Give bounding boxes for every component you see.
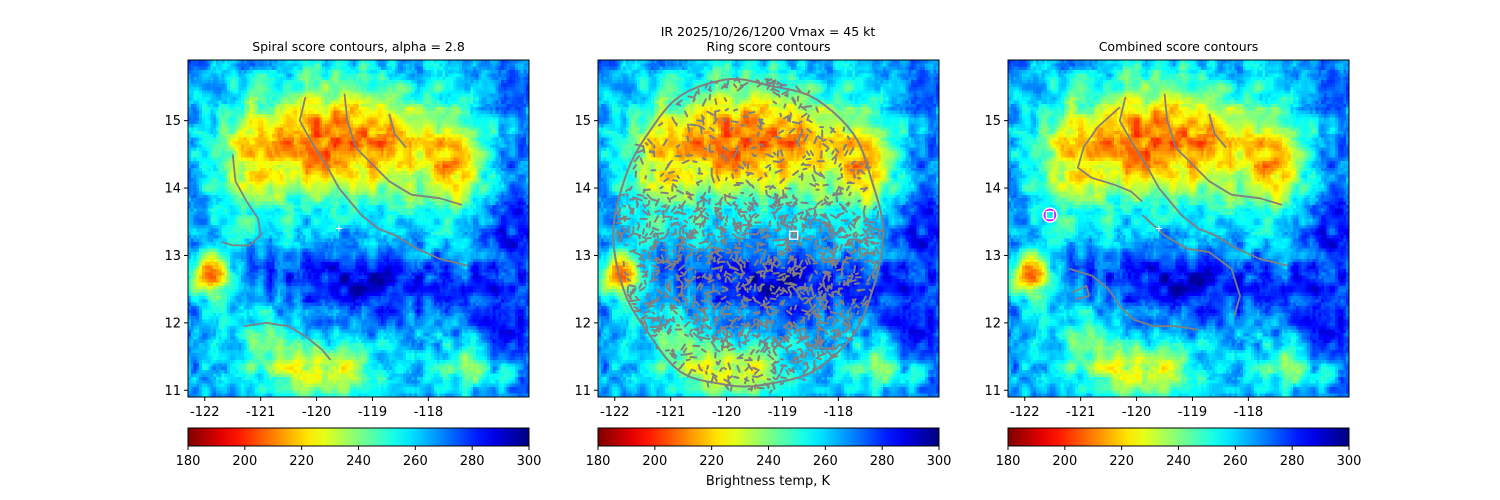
x-tick-label: -119: [1178, 405, 1208, 420]
y-tick-label: 13: [574, 249, 591, 264]
contour-line: [1077, 106, 1143, 203]
colorbar: 180 200 220 240 260 280 300: [996, 427, 1362, 469]
colorbar-tick-label: 300: [1337, 454, 1362, 469]
y-tick-label: 13: [984, 249, 1001, 264]
colorbar-tick-label: 260: [813, 454, 838, 469]
x-tick-label: -119: [358, 405, 388, 420]
contour-line: [388, 113, 407, 149]
axes-frame: [187, 59, 530, 398]
colorbar-tick-label: 180: [996, 454, 1021, 469]
axes-frame: [1007, 59, 1350, 398]
colorbar-tick-label: 220: [1109, 454, 1134, 469]
x-tick-label: -122: [190, 405, 220, 420]
panel-1: Spiral score contours, alpha = 2.8 -122 -1…: [164, 39, 541, 469]
x-tick-label: -118: [1234, 405, 1264, 420]
panel-title: Ring score contours: [706, 39, 830, 54]
x-tick-label: -121: [1066, 405, 1096, 420]
x-tick-label: -121: [246, 405, 276, 420]
ring-score-region: [612, 76, 885, 394]
x-tick-label: -120: [302, 405, 332, 420]
brightness-heatmap: [1008, 60, 1349, 397]
brightness-heatmap: [188, 60, 529, 397]
y-tick-label: 14: [574, 182, 591, 197]
colorbar-tick-label: 300: [517, 454, 542, 469]
x-tick-label: -120: [1122, 405, 1152, 420]
contour-line: [1208, 113, 1227, 149]
colorbar-tick-label: 200: [642, 454, 667, 469]
colorbar-tick-label: 260: [1223, 454, 1248, 469]
colorbar-tick-label: 200: [232, 454, 257, 469]
colorbar-tick-label: 300: [927, 454, 952, 469]
x-tick-label: -119: [768, 405, 798, 420]
score-contours: [221, 93, 468, 361]
colorbar-tick-label: 220: [699, 454, 724, 469]
y-tick-label: 11: [164, 384, 181, 399]
panel-2: Ring score contours -122 -121 -120 -119 -118 1…: [574, 39, 951, 469]
colorbar-tick-label: 240: [756, 454, 781, 469]
y-tick-label: 11: [574, 384, 591, 399]
colorbar-tick-label: 280: [460, 454, 485, 469]
x-tick-label: -122: [1010, 405, 1040, 420]
colorbar-tick-label: 240: [346, 454, 371, 469]
center-plus-marker: [335, 225, 342, 232]
y-tick-label: 15: [574, 114, 591, 129]
panel-title: Combined score contours: [1099, 39, 1259, 54]
panel-title: Spiral score contours, alpha = 2.8: [252, 39, 465, 54]
colorbar: 180 200 220 240 260 280 300: [176, 427, 542, 469]
y-tick-label: 15: [164, 114, 181, 129]
panel-3: Combined score contours -122 -121 -120 -119 -…: [984, 39, 1361, 469]
y-tick-label: 12: [574, 316, 591, 331]
ring-center-marker: [789, 230, 799, 240]
contour-line: [1118, 96, 1288, 267]
brightness-heatmap: [598, 60, 939, 397]
colorbar-tick-label: 280: [1280, 454, 1305, 469]
colorbar-tick-label: 200: [1052, 454, 1077, 469]
y-tick-label: 14: [984, 182, 1001, 197]
y-tick-label: 12: [984, 316, 1001, 331]
x-tick-label: -122: [600, 405, 630, 420]
colorbar-tick-label: 220: [289, 454, 314, 469]
x-tick-label: -118: [414, 405, 444, 420]
colorbar-tick-label: 240: [1166, 454, 1191, 469]
axes-frame: [597, 59, 940, 398]
x-tick-label: -121: [656, 405, 686, 420]
colorbar-tick-label: 180: [176, 454, 201, 469]
best-fix-marker: [1042, 207, 1058, 223]
contour-line: [343, 93, 463, 206]
colorbar: 180 200 220 240 260 280 300: [586, 427, 952, 469]
y-tick-label: 11: [984, 384, 1001, 399]
center-plus-marker: [1155, 225, 1162, 232]
y-tick-label: 13: [164, 249, 181, 264]
x-tick-label: -118: [824, 405, 854, 420]
score-contours: [1069, 93, 1288, 331]
y-tick-label: 14: [164, 182, 181, 197]
colorbar-tick-label: 260: [403, 454, 428, 469]
y-tick-label: 12: [164, 316, 181, 331]
score-contours: [612, 76, 885, 394]
contour-line: [1069, 268, 1199, 331]
contour-line: [243, 322, 332, 361]
colorbar-label: Brightness temp, K: [706, 474, 831, 489]
x-tick-label: -120: [712, 405, 742, 420]
contour-line: [1141, 214, 1241, 317]
contour-line: [298, 96, 468, 267]
contour-line: [221, 154, 262, 247]
suptitle: IR 2025/10/26/1200 Vmax = 45 kt: [661, 24, 876, 39]
contour-line: [1163, 93, 1283, 206]
colorbar-tick-label: 280: [870, 454, 895, 469]
contour-line: [1071, 284, 1090, 301]
colorbar-tick-label: 180: [586, 454, 611, 469]
y-tick-label: 15: [984, 114, 1001, 129]
